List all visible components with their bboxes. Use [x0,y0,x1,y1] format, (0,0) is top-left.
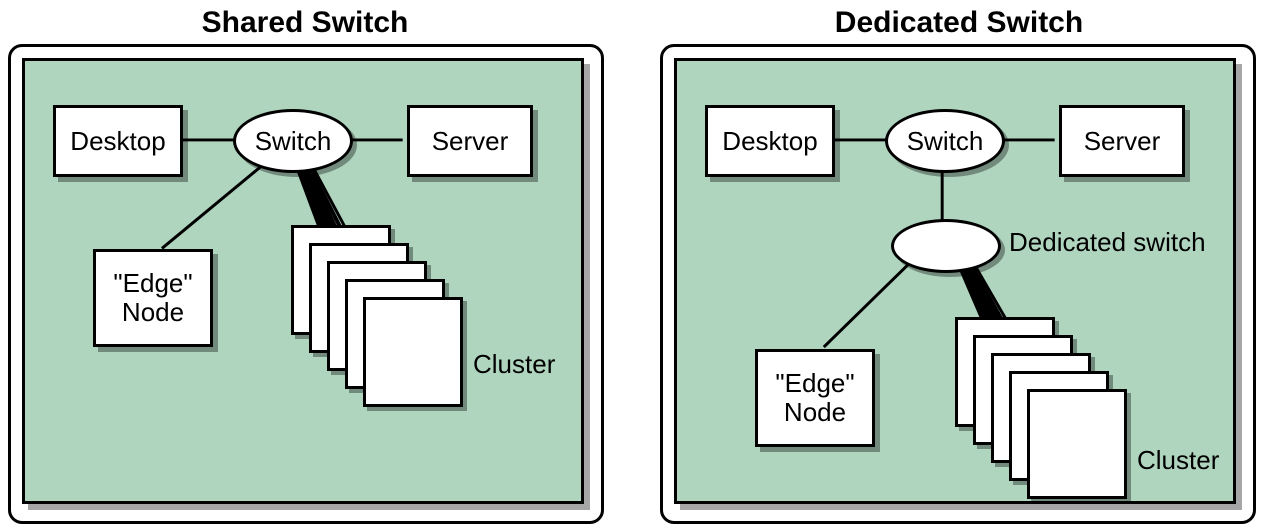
right-dedicated-switch-node [891,219,1001,273]
page-root: Shared Switch Desktop Switch Server [0,0,1264,531]
right-edge-node: "Edge" Node [755,349,875,447]
left-server-label: Server [432,127,509,156]
right-server-label: Server [1084,127,1161,156]
left-edge-label: "Edge" Node [113,269,192,326]
right-inner-panel: Desktop Switch Server Dedicated switch "… [674,58,1236,504]
right-title: Dedicated Switch [654,6,1264,40]
right-server-node: Server [1059,105,1185,177]
left-inner-panel: Desktop Switch Server "Edge" Node Cluste… [22,58,584,504]
left-desktop-node: Desktop [53,105,183,177]
left-desktop-label: Desktop [70,127,165,156]
right-dedicated-switch-label: Dedicated switch [1009,227,1206,258]
right-switch-label: Switch [907,126,984,157]
left-cluster-card-5 [363,297,463,407]
right-switch-node: Switch [885,109,1005,173]
right-cluster-label: Cluster [1137,445,1219,476]
right-desktop-label: Desktop [722,127,817,156]
right-cluster-card-5 [1027,389,1127,499]
left-switch-label: Switch [255,126,332,157]
right-edge-label: "Edge" Node [775,369,854,426]
left-title: Shared Switch [0,6,610,40]
left-cluster-label: Cluster [473,349,555,380]
left-edge-node: "Edge" Node [93,249,213,347]
left-switch-node: Switch [233,109,353,173]
left-server-node: Server [407,105,533,177]
right-desktop-node: Desktop [705,105,835,177]
